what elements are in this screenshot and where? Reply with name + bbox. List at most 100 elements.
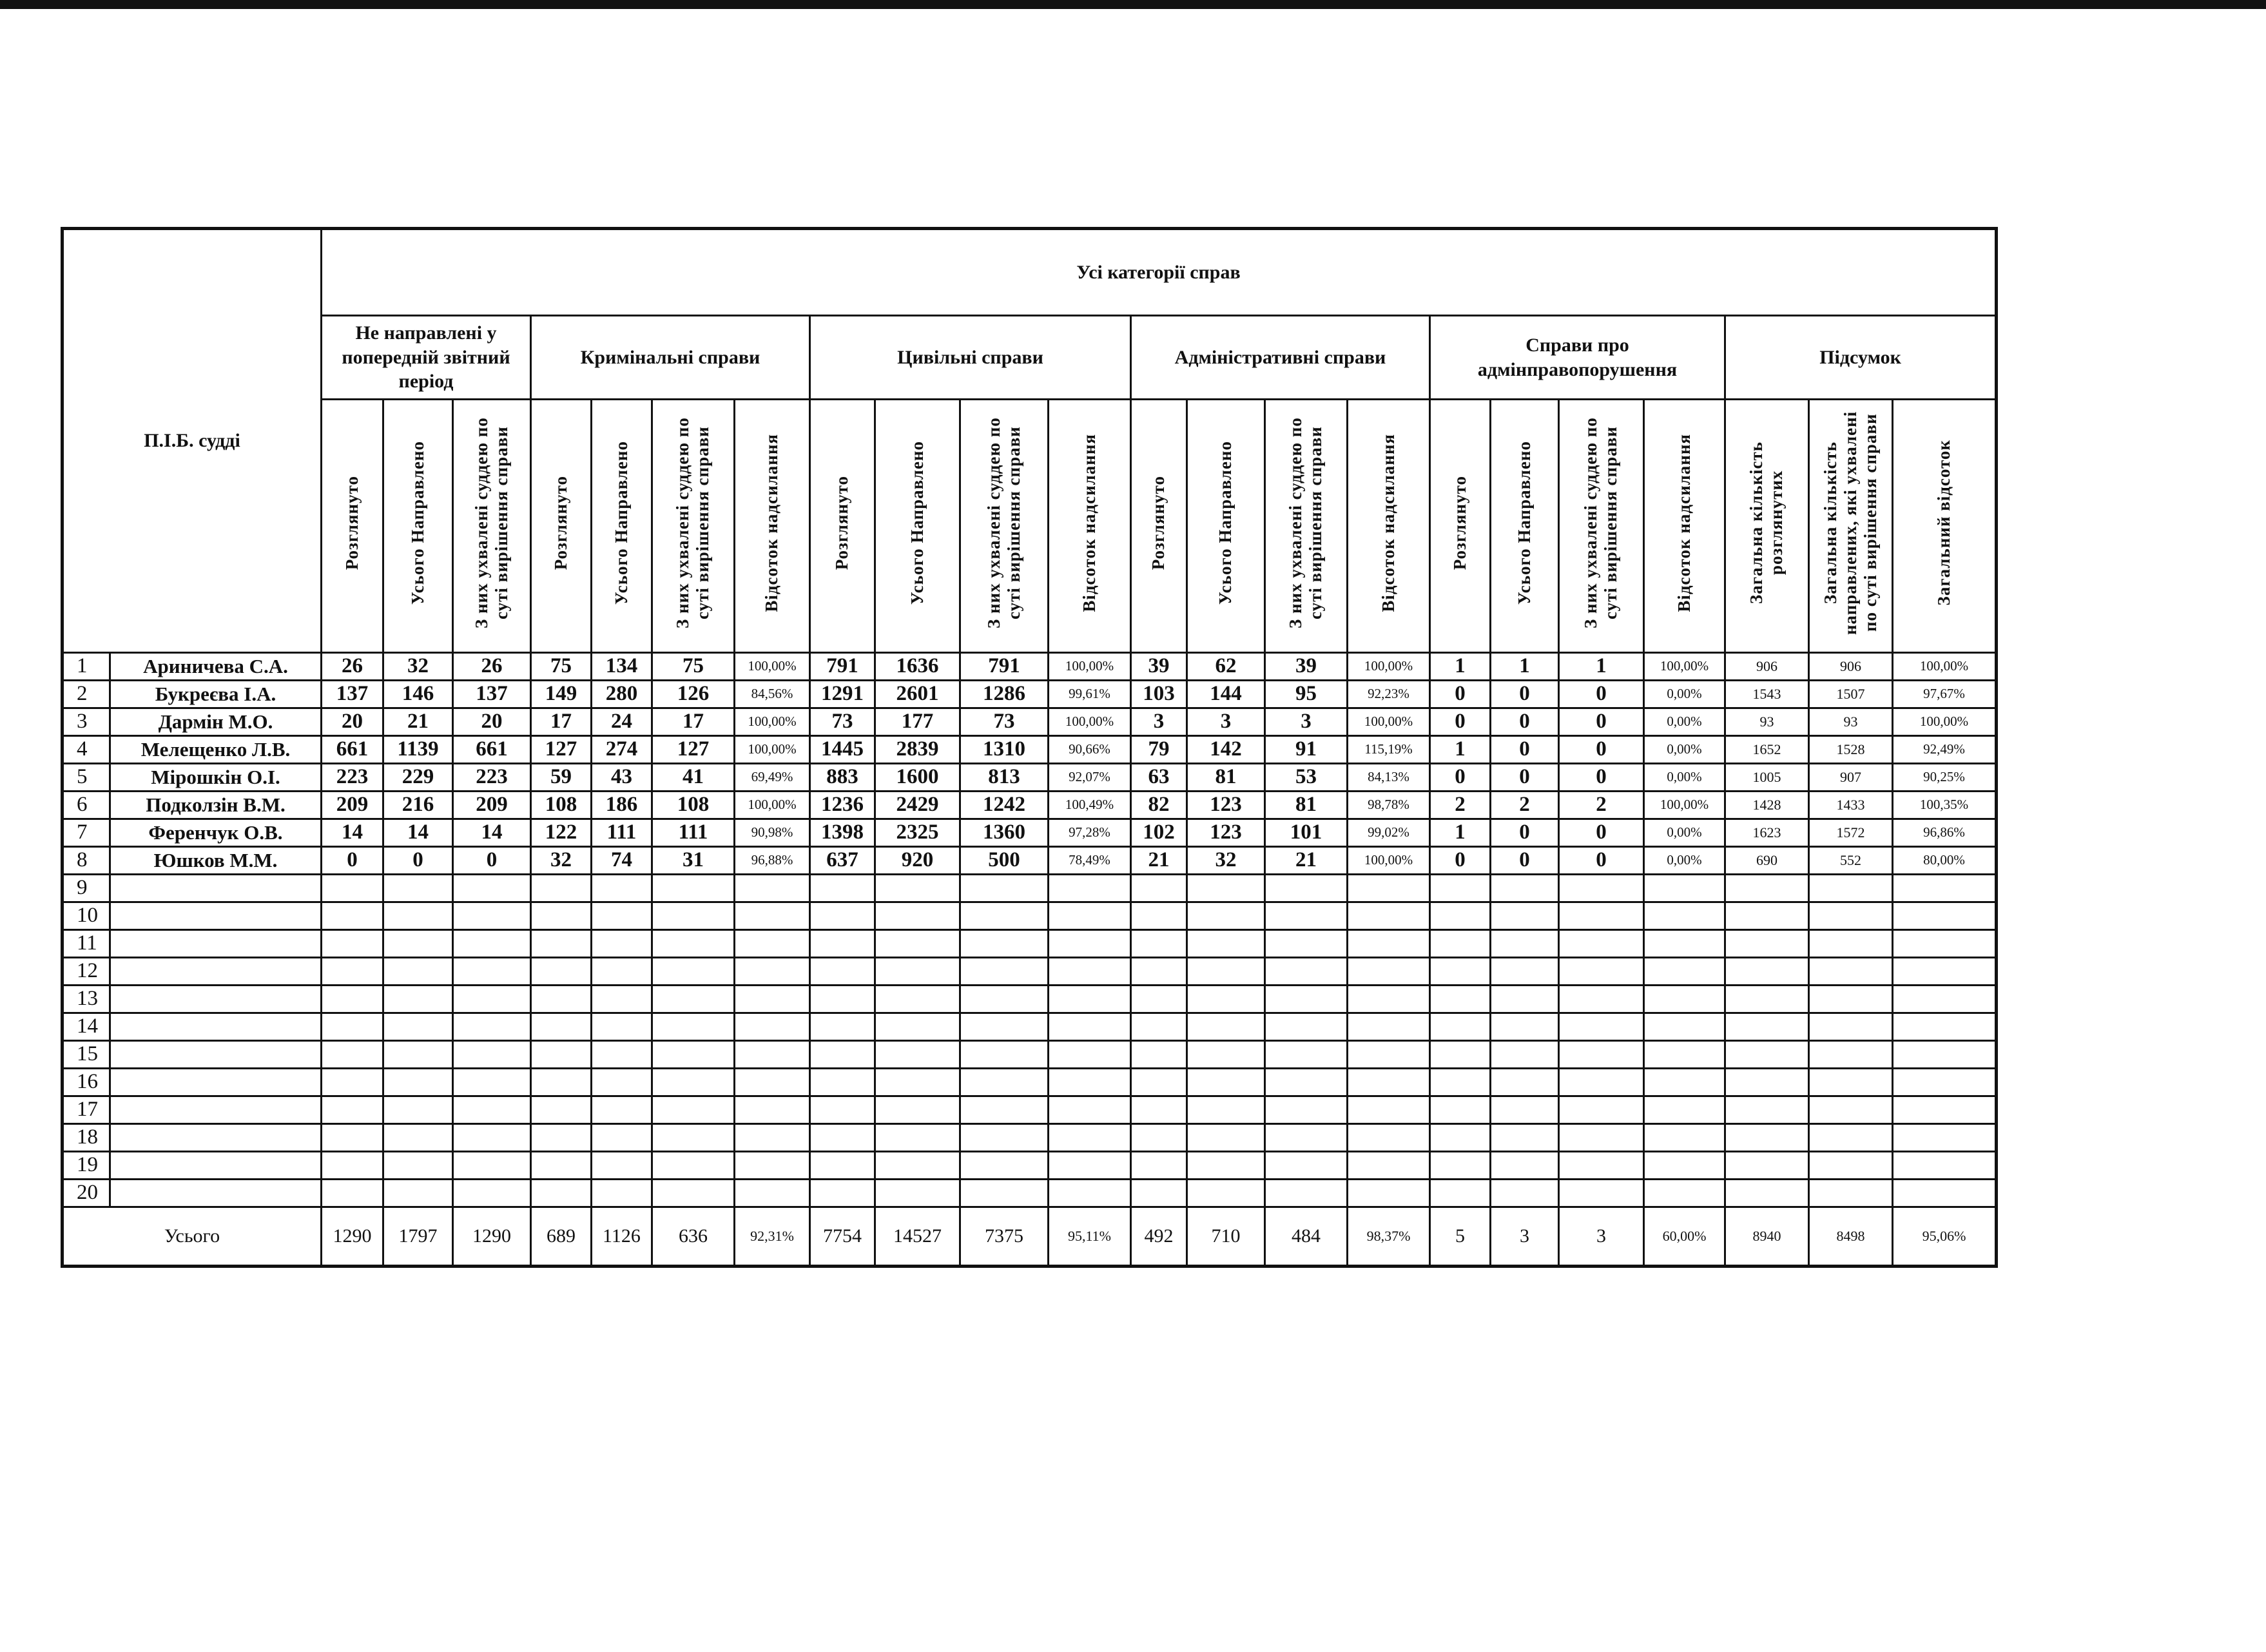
table-cell: 229 [382,762,454,792]
column-header-label: Усього Направлено [1215,440,1235,605]
table-cell [1558,1150,1645,1180]
row-number: 3 [61,706,111,737]
table-cell [1429,1122,1491,1152]
table-cell [1264,1067,1348,1097]
table-cell [1891,984,1998,1014]
table-cell [382,1150,454,1180]
table-cell: 0 [1558,817,1645,848]
table-cell [1489,900,1560,931]
table-cell: 100,00% [1346,845,1431,875]
table-cell [959,873,1049,903]
table-row: 18 [61,1122,1998,1152]
table-cell [1264,1039,1348,1069]
table-cell [1186,956,1266,986]
table-cell [959,956,1049,986]
table-cell: 20 [452,706,532,737]
table-row: 1 Ариничева С.А. 26 32 26 75 134 75 100,00% 791 16… [61,651,1998,681]
table-cell [959,1150,1049,1180]
table-cell [959,984,1049,1014]
table-cell: 1360 [959,817,1049,848]
group-header: Не направлені у попередній звітний періо… [320,315,532,400]
table-cell [382,928,454,958]
table-cell: 101 [1264,817,1348,848]
table-cell: 0 [1489,734,1560,764]
table-cell [874,873,961,903]
table-cell: 103 [1130,679,1188,709]
table-cell: 209 [452,790,532,820]
table-cell [1558,900,1645,931]
table-cell [452,1067,532,1097]
table-row: 11 [61,928,1998,958]
table-cell [1808,1178,1893,1208]
totals-cell: 1797 [382,1205,454,1267]
table-cell: 0,00% [1643,845,1726,875]
table-cell: 63 [1130,762,1188,792]
table-cell: 108 [530,790,592,820]
table-cell [1643,984,1726,1014]
table-cell: 82 [1130,790,1188,820]
table-cell [1891,1039,1998,1069]
table-cell: 14 [452,817,532,848]
table-cell [959,1011,1049,1042]
table-cell [382,1122,454,1152]
table-cell [1047,956,1132,986]
row-number: 7 [61,817,111,848]
table-cell [1186,1067,1266,1097]
table-cell [1808,1122,1893,1152]
table-cell [1047,873,1132,903]
table-cell [1186,1178,1266,1208]
table-cell [1047,1094,1132,1125]
table-cell [1047,1011,1132,1042]
table-cell: 100,00% [733,651,811,681]
judge-name: Юшков М.М. [109,845,322,875]
table-cell: 1623 [1724,817,1810,848]
table-cell [874,1178,961,1208]
table-cell: 883 [809,762,876,792]
table-cell [1429,984,1491,1014]
table-cell [530,928,592,958]
table-cell [874,1094,961,1125]
table-cell: 93 [1724,706,1810,737]
judge-name: Ариничева С.А. [109,651,322,681]
table-cell: 31 [651,845,735,875]
table-cell: 32 [1186,845,1266,875]
table-cell [1047,900,1132,931]
table-cell: 0 [1489,845,1560,875]
column-header-label: Відсоток надсилання [762,433,782,612]
table-cell [1047,1067,1132,1097]
judge-name [109,1094,322,1125]
table-cell [651,900,735,931]
table-cell: 100,00% [1643,790,1726,820]
table-cell: 92,07% [1047,762,1132,792]
table-cell [382,1094,454,1125]
table-row: 13 [61,984,1998,1014]
table-cell: 98,78% [1346,790,1431,820]
column-header-label: Усього Направлено [611,440,631,605]
table-cell [651,1122,735,1152]
table-cell [1346,873,1431,903]
judge-name: Мірошкін О.І. [109,762,322,792]
column-header: Загальний відсоток [1891,398,1998,654]
judge-name [109,900,322,931]
table-cell [809,928,876,958]
table-cell [1346,1039,1431,1069]
table-cell [809,956,876,986]
table-cell: 1652 [1724,734,1810,764]
row-number: 5 [61,762,111,792]
table-cell [1264,956,1348,986]
table-cell [1643,928,1726,958]
table-cell [1429,1178,1491,1208]
judge-name [109,1122,322,1152]
row-number: 15 [61,1039,111,1069]
table-cell [590,956,653,986]
table-cell [1264,928,1348,958]
table-cell: 84,56% [733,679,811,709]
table-cell [452,984,532,1014]
table-cell [1429,1039,1491,1069]
table-cell: 74 [590,845,653,875]
column-header: З них ухвалені суддею по суті вирішення … [1264,398,1348,654]
column-header-label: Розглянуто [832,475,852,570]
totals-cell: 1126 [590,1205,653,1267]
table-cell [1130,873,1188,903]
table-cell: 1528 [1808,734,1893,764]
